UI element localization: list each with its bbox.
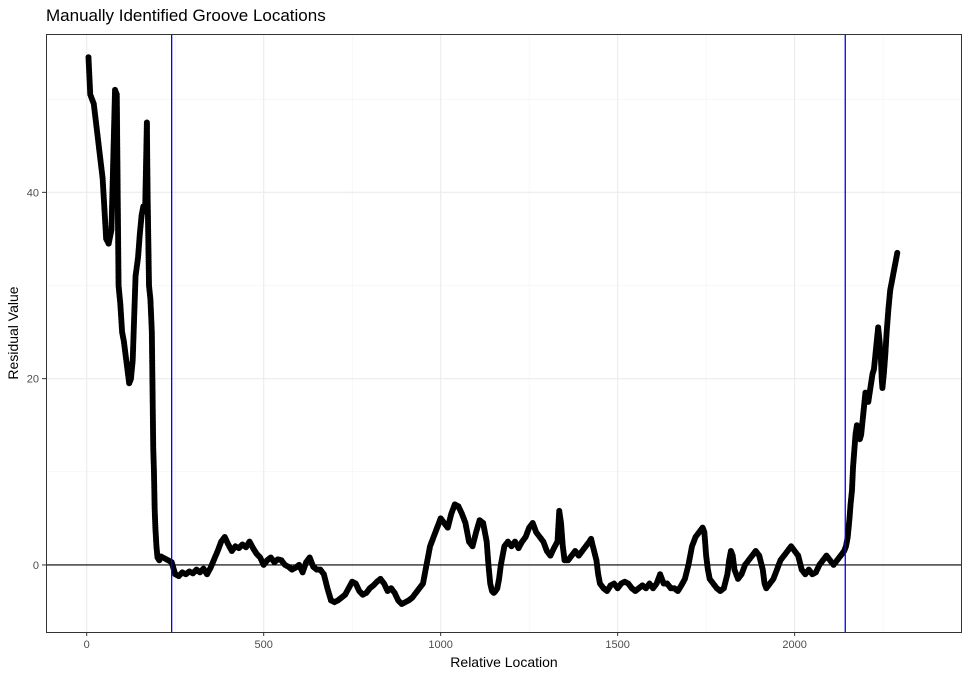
y-tick-label: 40 [27,187,39,199]
plot-panel-border [46,34,962,633]
x-tick-label: 1500 [605,639,629,651]
data-points [85,34,901,632]
chart-title: Manually Identified Groove Locations [46,6,326,25]
x-axis-label: Relative Location [450,654,557,670]
x-tick-label: 2000 [782,639,806,651]
x-tick-label: 500 [255,639,273,651]
x-axis-ticks: 0 500 1000 1500 2000 [84,632,807,651]
x-tick-label: 0 [84,639,90,651]
grid-lines [46,34,961,632]
y-tick-label: 20 [27,374,39,386]
data-point [894,249,901,256]
y-axis-ticks: 0 20 40 [27,187,46,572]
y-axis-label: Residual Value [5,286,21,379]
x-tick-label: 1000 [428,639,452,651]
y-tick-label: 0 [33,560,39,572]
